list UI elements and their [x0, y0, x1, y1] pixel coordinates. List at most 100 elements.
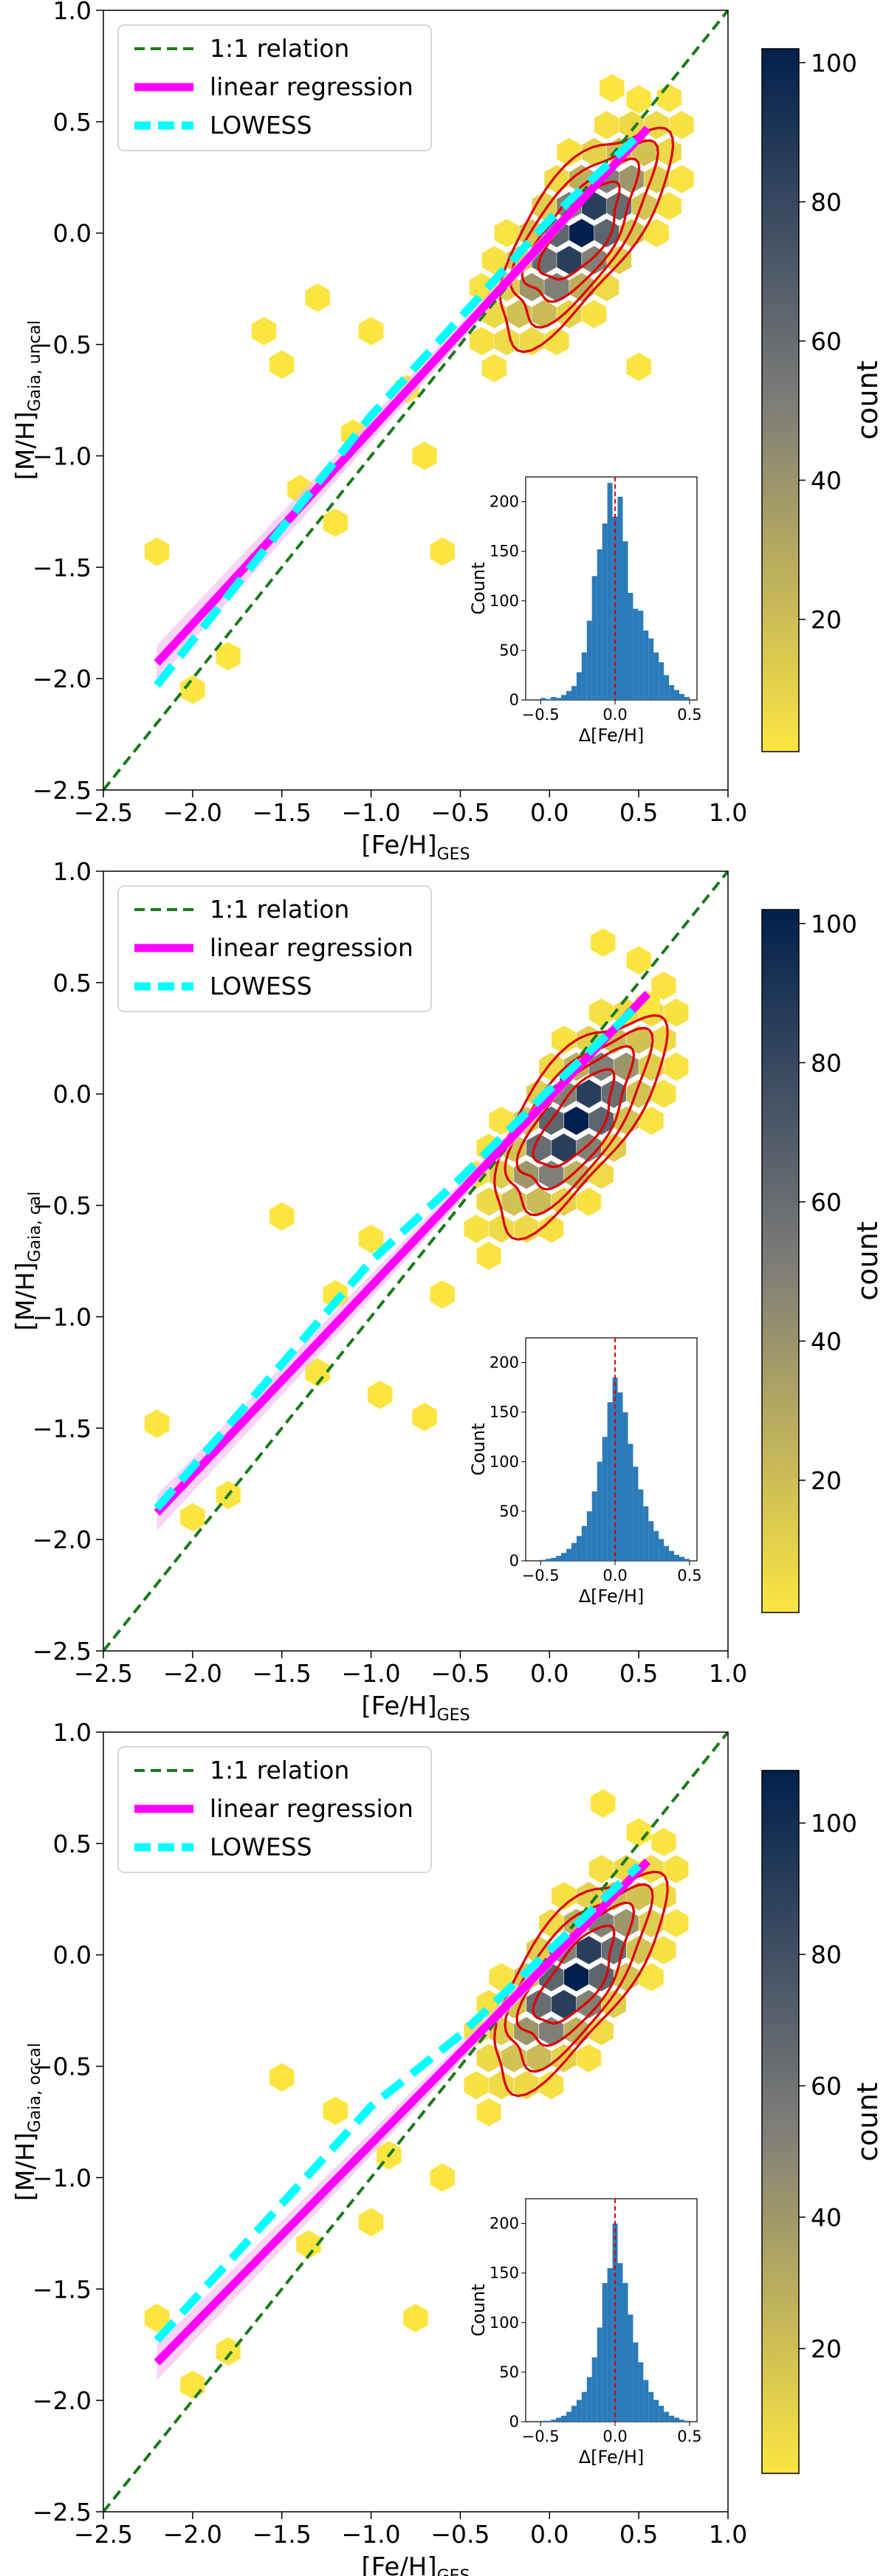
inset-histogram: −0.5 0.0 0.5 0 50 100 150 200 Δ[Fe/H] Count: [468, 476, 702, 746]
hexbin-cell: [576, 1186, 602, 1217]
hexbin-outlier: [144, 537, 170, 566]
hexbin-outlier: [269, 2063, 295, 2092]
legend-label: LOWESS: [210, 1833, 312, 1861]
y-tick-label: −2.0: [32, 2386, 92, 2415]
inset-y-tick-label: 50: [499, 2363, 519, 2381]
inset-y-tick-label: 200: [490, 493, 519, 511]
legend-label: LOWESS: [210, 972, 312, 1000]
plot-content: [103, 871, 728, 1651]
y-tick-label: −1.0: [32, 442, 92, 470]
y-tick-label: 0.5: [53, 108, 92, 137]
y-tick-label: 1.0: [53, 0, 92, 25]
hexbin-outlier: [626, 352, 651, 382]
hexbin-cell: [601, 1989, 627, 2019]
hist-bar: [556, 698, 561, 700]
inset-y-label: Count: [468, 562, 489, 614]
hist-bar: [546, 2420, 552, 2422]
colorbar-tick-label: 20: [811, 605, 842, 634]
hist-bar: [561, 2415, 566, 2422]
legend: 1:1 relation linear regression LOWESS: [117, 1746, 432, 1873]
density-contour: [509, 139, 659, 329]
hist-bar: [679, 693, 684, 700]
hist-bar: [566, 690, 571, 700]
hexbin-outlier: [403, 2304, 428, 2332]
inset-y-tick-label: 100: [490, 1453, 519, 1471]
hist-bar: [674, 1554, 679, 1561]
inset-y-tick-label: 100: [490, 592, 519, 610]
colorbar-label: count: [851, 1221, 884, 1300]
hexbin-cell: [551, 2043, 577, 2073]
x-tick-label: 0.5: [619, 2520, 658, 2549]
y-tick-label: −0.5: [32, 1192, 92, 1220]
colorbar-tick-label: 60: [811, 2072, 842, 2101]
colorbar-tick-label: 100: [811, 910, 857, 938]
inset-y-label: Count: [468, 2284, 489, 2336]
axes-frame: [103, 870, 729, 1652]
hist-bar: [617, 1392, 623, 1561]
hexbin-cell: [519, 326, 545, 356]
hist-bar: [638, 1489, 644, 1561]
hist-bar: [602, 523, 608, 700]
x-tick-label: −1.0: [342, 1659, 401, 1688]
hexbin-cell: [531, 299, 557, 329]
hexbin-outlier: [358, 317, 384, 346]
hist-bar: [638, 2362, 644, 2422]
x-tick-label: −2.0: [163, 2520, 222, 2549]
hist-bar: [612, 516, 618, 700]
hexbin-cell: [513, 2070, 539, 2100]
hist-bar: [591, 2357, 597, 2422]
colorbar: [761, 48, 800, 752]
inset-y-tick-label: 200: [490, 1354, 519, 1372]
y-tick-label: −1.5: [32, 1414, 92, 1443]
x-tick-label: −0.5: [430, 2520, 490, 2549]
hexbin-outlier: [591, 928, 616, 957]
hist-bar: [607, 1402, 613, 1561]
hexbin-cell: [494, 219, 520, 248]
hexbin-outlier: [305, 283, 330, 312]
hexbin-cell: [464, 1214, 490, 1243]
hexbin-outlier: [430, 537, 455, 566]
hexbin-cell: [638, 1106, 664, 1136]
hist-bar: [664, 1545, 670, 1561]
hexbin-cell: [638, 1962, 664, 1992]
hexbin-outlier: [367, 1380, 393, 1409]
hexbin-outlier: [412, 442, 437, 470]
hist-bar: [551, 697, 557, 700]
hexbin-cell: [526, 2043, 552, 2073]
panel-3: −2.5 −2.0 −1.5 −1.0 −0.5 0.0 0.5 1.0 −2.5 −2.0 −1.…: [11, 1718, 884, 2576]
y-tick-label: −2.0: [32, 664, 92, 693]
hist-bar: [684, 697, 690, 700]
hexbin-cell: [588, 1854, 614, 1884]
hexbin-outlier: [412, 1402, 437, 1432]
hist-bar: [540, 698, 546, 700]
y-tick-label: −1.0: [32, 2163, 92, 2192]
hist-bar: [679, 2419, 684, 2422]
hist-bar: [586, 1511, 592, 1561]
hexbin-cell: [551, 1025, 577, 1054]
hexbin-outlier: [216, 2337, 241, 2366]
hexbin-cell: [650, 1827, 677, 1857]
hexbin-cell: [594, 110, 619, 140]
contour-layer: [493, 1014, 669, 1241]
hexbin-cell: [576, 2043, 602, 2073]
x-tick-label: −2.0: [163, 1659, 222, 1688]
hist-bar: [633, 2342, 639, 2422]
colorbar: [761, 1770, 800, 2474]
y-tick-label: 0.5: [53, 969, 92, 997]
y-tick-label: −1.5: [32, 2275, 92, 2304]
hist-bar: [679, 1556, 684, 1561]
density-contour: [532, 1068, 616, 1169]
hexbin-cell: [650, 1935, 677, 1965]
inset-x-tick-label: 0.5: [677, 1567, 701, 1584]
inset-x-tick-label: 0.0: [602, 706, 627, 724]
y-axis-label: [M/H]Gaia, occal: [11, 2043, 44, 2201]
y-tick-label: −2.5: [32, 1637, 92, 1666]
hexbin-layer: [144, 928, 689, 1532]
lowess-line: [154, 132, 642, 688]
hexbin-outlier: [144, 1409, 170, 1438]
hexbin-outlier: [269, 1202, 295, 1231]
colorbar-tick-label: 20: [811, 1466, 842, 1495]
colorbar-tick-label: 60: [811, 327, 842, 356]
hexbin-cell: [469, 326, 495, 356]
hexbin-cell: [494, 326, 520, 356]
